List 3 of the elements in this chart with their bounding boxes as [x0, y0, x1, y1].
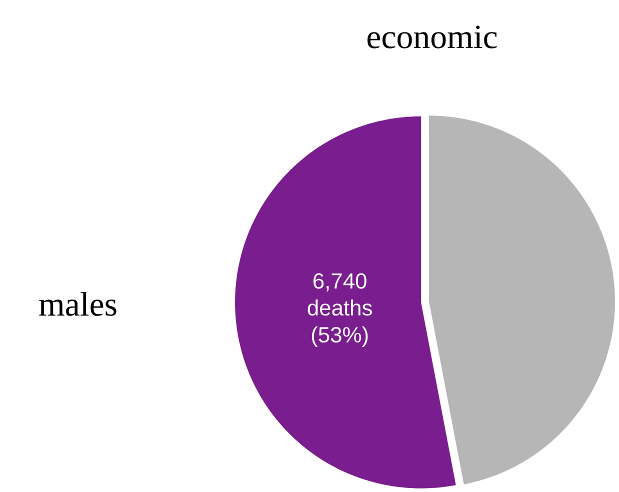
chart-title: economic [367, 26, 497, 48]
data-label: 6,740 deaths (53%) [308, 273, 372, 347]
text: males [39, 292, 116, 316]
